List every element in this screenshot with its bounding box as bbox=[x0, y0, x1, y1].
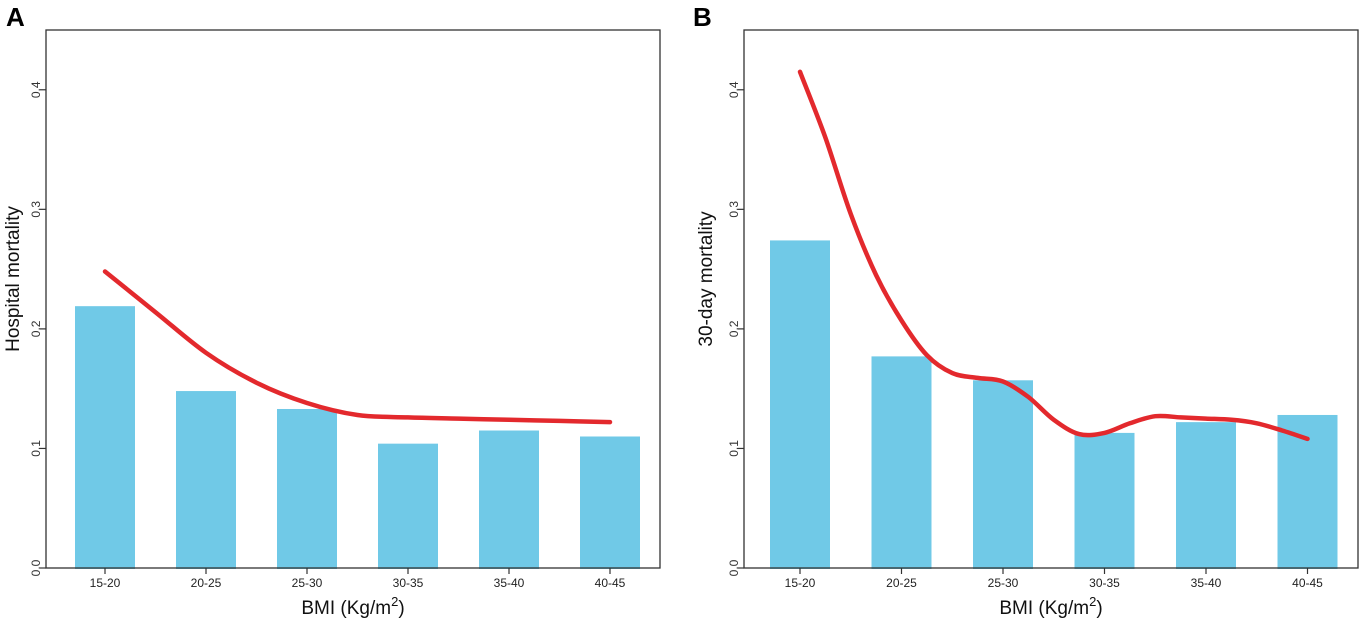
y-tick-label-a: 0.0 bbox=[29, 559, 43, 576]
bar-a-40-45 bbox=[580, 436, 640, 569]
bar-b-20-25 bbox=[871, 356, 932, 569]
x-tick-label-a: 15-20 bbox=[90, 576, 121, 590]
bar-a-15-20 bbox=[75, 306, 135, 569]
x-tick-label-b: 40-45 bbox=[1292, 576, 1323, 590]
bar-b-35-40 bbox=[1176, 422, 1236, 569]
x-tick-label-a: 30-35 bbox=[393, 576, 424, 590]
y-tick-label-b: 0.4 bbox=[727, 81, 741, 98]
y-tick-label-b: 0.2 bbox=[727, 320, 741, 337]
bar-a-30-35 bbox=[378, 443, 438, 569]
x-tick-label-b: 15-20 bbox=[785, 576, 816, 590]
y-tick-label-b: 0.1 bbox=[727, 440, 741, 457]
x-tick-label-a: 25-30 bbox=[292, 576, 323, 590]
x-axis-title-a: BMI (Kg/m2) bbox=[301, 594, 404, 619]
trend-curve-a bbox=[102, 269, 613, 425]
panel-label-a: A bbox=[6, 2, 25, 32]
x-tick-label-a: 20-25 bbox=[191, 576, 222, 590]
bar-b-15-20 bbox=[770, 240, 830, 569]
y-tick-label-a: 0.4 bbox=[29, 81, 43, 98]
bar-b-25-30 bbox=[973, 380, 1033, 569]
plot-frame-b bbox=[743, 29, 1359, 569]
bar-a-20-25 bbox=[176, 391, 236, 569]
x-axis-title-b: BMI (Kg/m2) bbox=[999, 594, 1102, 619]
x-tick-label-a: 40-45 bbox=[595, 576, 626, 590]
bar-a-25-30 bbox=[277, 408, 337, 569]
y-axis-title-a: Hospital mortality bbox=[3, 206, 24, 352]
x-tick-label-b: 30-35 bbox=[1089, 576, 1120, 590]
x-tick-label-b: 20-25 bbox=[886, 576, 917, 590]
trend-curve-b bbox=[797, 69, 1310, 442]
panel-label-b: B bbox=[693, 2, 712, 32]
plot-frame-a bbox=[45, 29, 661, 569]
y-tick-label-a: 0.1 bbox=[29, 440, 43, 457]
y-tick-label-a: 0.3 bbox=[29, 201, 43, 218]
y-tick-label-a: 0.2 bbox=[29, 320, 43, 337]
y-axis-title-b: 30-day mortality bbox=[696, 211, 717, 347]
y-tick-label-b: 0.3 bbox=[727, 201, 741, 218]
bar-b-30-35 bbox=[1074, 432, 1135, 569]
x-tick-label-a: 35-40 bbox=[494, 576, 525, 590]
x-tick-label-b: 35-40 bbox=[1191, 576, 1222, 590]
y-tick-label-b: 0.0 bbox=[727, 559, 741, 576]
panel-b: B 0.0 0.1 0.2 0.3 0.4 15-20 20-25 25-30 30-35 35-4… bbox=[693, 2, 1359, 619]
bar-a-35-40 bbox=[479, 430, 539, 569]
x-tick-label-b: 25-30 bbox=[988, 576, 1019, 590]
panel-a: A 0.0 0.1 0.2 0.3 0.4 15-20 20-25 25-30 30-35 35-4… bbox=[3, 2, 661, 619]
